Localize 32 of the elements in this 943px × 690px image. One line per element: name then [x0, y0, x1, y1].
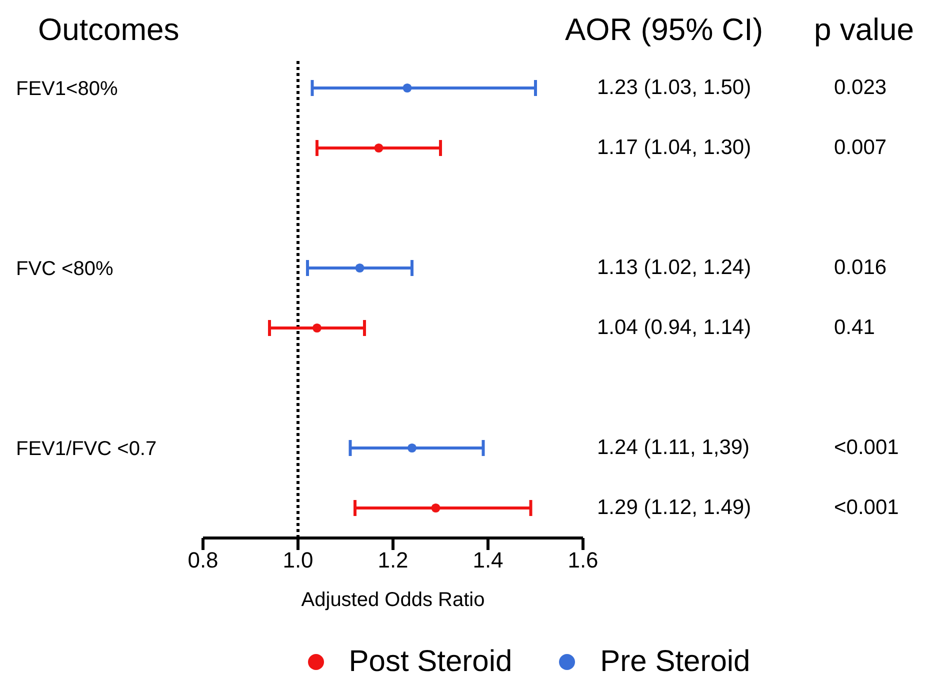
- text: 0.016: [834, 256, 887, 280]
- y-tick-label: FEV1/FVC <0.7: [16, 438, 157, 460]
- text: AOR (95% CI): [565, 12, 764, 48]
- text: 0.41: [834, 316, 875, 340]
- text: 1.17 (1.04, 1.30): [597, 136, 752, 160]
- x-tick-label: 0.8: [188, 548, 218, 573]
- point: [431, 503, 440, 513]
- x-tick-label: 1.4: [472, 548, 504, 573]
- x-tick-label: 1.2: [378, 548, 408, 573]
- point: [355, 263, 364, 273]
- point: [407, 443, 417, 453]
- x-axis-title: Adjusted Odds Ratio: [301, 589, 485, 611]
- x-tick-label: 1.0: [282, 548, 314, 573]
- legend-label: Post Steroid: [348, 645, 512, 679]
- text: 1.29 (1.12, 1.49): [597, 496, 752, 520]
- text: 0.007: [834, 136, 887, 160]
- point: [312, 323, 322, 333]
- text: 1.13 (1.02, 1.24): [597, 256, 752, 280]
- text: 1.04 (0.94, 1.14): [597, 316, 752, 340]
- text: 0.023: [834, 76, 887, 100]
- y-tick-label: FEV1<80%: [16, 78, 118, 100]
- text: p value: [814, 12, 914, 48]
- point: [402, 83, 412, 93]
- x-tick-label: 1.6: [568, 548, 598, 573]
- text: <0.001: [834, 436, 899, 460]
- y-axis-title: Outcomes: [38, 12, 180, 48]
- y-tick-label: FVC <80%: [16, 258, 114, 280]
- text: <0.001: [834, 496, 899, 520]
- point: [374, 143, 384, 153]
- legend-label: Pre Steroid: [600, 645, 750, 679]
- text: 1.24 (1.11, 1,39): [597, 436, 750, 460]
- text: 1.23 (1.03, 1.50): [597, 76, 752, 100]
